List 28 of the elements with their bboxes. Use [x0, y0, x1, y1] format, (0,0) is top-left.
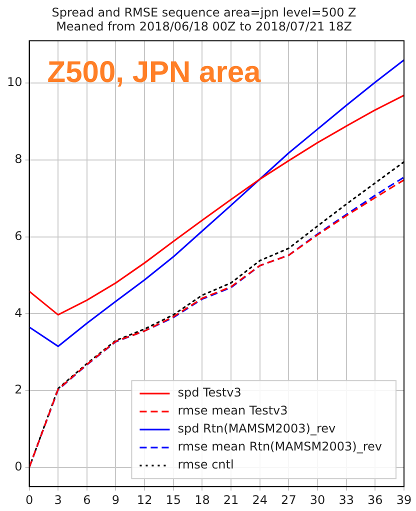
y-tick-label: 0	[14, 460, 22, 474]
x-tick-label: 27	[281, 492, 296, 507]
x-tick-label: 9	[112, 492, 120, 507]
chart-subtitle: Meaned from 2018/06/18 00Z to 2018/07/21 18Z	[56, 20, 352, 34]
legend-label: rmse mean Rtn(MAMSM2003)_rev	[178, 440, 382, 454]
x-tick-label: 3	[54, 492, 62, 507]
chart-title: Spread and RMSE sequence area=jpn level=500 Z	[52, 5, 356, 20]
annotation: Z500, JPN area	[47, 56, 262, 90]
y-tick-label: 4	[14, 306, 22, 320]
y-tick-label: 8	[14, 152, 22, 166]
legend-label: spd Testv3	[178, 386, 242, 400]
legend-label: rmse mean Testv3	[178, 404, 288, 418]
x-tick-label: 36	[368, 492, 383, 507]
x-tick-label: 15	[166, 492, 182, 507]
legend-label: spd Rtn(MAMSM2003)_rev	[178, 422, 336, 436]
x-tick-label: 39	[396, 492, 412, 507]
x-tick-label: 12	[136, 492, 152, 507]
x-tick-label: 33	[338, 492, 354, 507]
x-tick-label: 0	[25, 492, 34, 507]
x-tick-label: 6	[83, 492, 91, 507]
x-tick-label: 21	[223, 492, 239, 507]
legend-label: rmse cntl	[178, 458, 234, 472]
y-tick-label: 6	[14, 228, 22, 243]
x-tick-label: 30	[310, 492, 326, 507]
y-tick-label: 2	[14, 382, 22, 397]
x-tick-label: 18	[194, 492, 210, 507]
y-tick-label: 10	[6, 75, 22, 90]
x-tick-label: 24	[252, 492, 268, 507]
